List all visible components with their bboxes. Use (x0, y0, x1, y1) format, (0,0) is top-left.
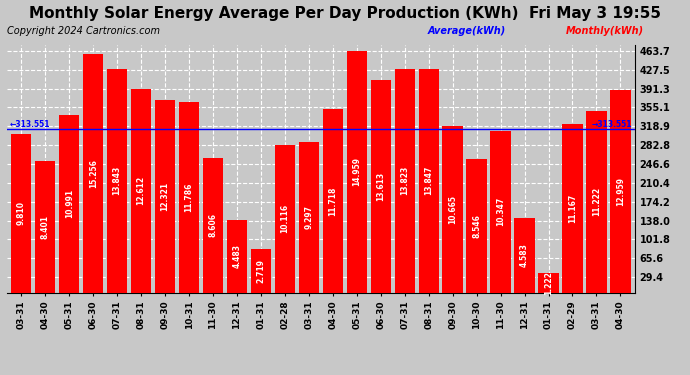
Bar (155, 100, 175, 292)
Text: ←313.551: ←313.551 (9, 120, 50, 129)
Bar (107, 69, 128, 292)
Text: 12.959: 12.959 (616, 177, 625, 206)
Bar (371, 80, 391, 292)
Bar (323, 110, 343, 292)
Bar (419, 69, 439, 292)
Text: 13.847: 13.847 (424, 166, 433, 195)
Text: Average(kWh): Average(kWh) (428, 26, 506, 36)
Bar (346, 51, 367, 292)
Text: 11.167: 11.167 (568, 194, 577, 223)
Text: 11.718: 11.718 (328, 186, 337, 216)
Text: →313.551: →313.551 (592, 120, 633, 129)
Text: Monthly(kWh): Monthly(kWh) (566, 26, 644, 36)
Text: 15.256: 15.256 (89, 159, 98, 188)
Bar (203, 158, 223, 292)
Text: 10.991: 10.991 (65, 189, 74, 218)
Text: 4.583: 4.583 (520, 243, 529, 267)
Text: 9.810: 9.810 (17, 201, 26, 225)
Bar (179, 102, 199, 292)
Text: 4.483: 4.483 (233, 244, 241, 268)
Text: 8.606: 8.606 (208, 213, 217, 237)
Bar (59, 115, 79, 292)
Text: 10.665: 10.665 (448, 195, 457, 224)
Text: 12.612: 12.612 (137, 176, 146, 205)
Text: 2.719: 2.719 (257, 258, 266, 282)
Text: 10.347: 10.347 (496, 197, 505, 226)
Text: 13.843: 13.843 (112, 166, 121, 195)
Bar (586, 111, 607, 292)
Text: 14.959: 14.959 (353, 157, 362, 186)
Text: 12.321: 12.321 (161, 182, 170, 211)
Text: 8.401: 8.401 (41, 215, 50, 239)
Bar (11, 134, 32, 292)
Bar (227, 220, 247, 292)
Bar (131, 89, 151, 292)
Text: 11.222: 11.222 (592, 187, 601, 216)
Bar (466, 159, 487, 292)
Bar (491, 131, 511, 292)
Text: 10.116: 10.116 (280, 204, 289, 233)
Bar (299, 142, 319, 292)
Text: 13.823: 13.823 (400, 166, 409, 195)
Bar (562, 124, 582, 292)
Bar (250, 249, 271, 292)
Bar (538, 273, 559, 292)
Text: Monthly Solar Energy Average Per Day Production (KWh)  Fri May 3 19:55: Monthly Solar Energy Average Per Day Pro… (29, 6, 661, 21)
Text: 9.297: 9.297 (304, 206, 313, 230)
Text: Copyright 2024 Cartronics.com: Copyright 2024 Cartronics.com (7, 26, 160, 36)
Text: 8.546: 8.546 (472, 214, 481, 238)
Bar (275, 145, 295, 292)
Bar (442, 126, 463, 292)
Bar (610, 90, 631, 292)
Text: 13.613: 13.613 (376, 171, 385, 201)
Bar (83, 54, 104, 292)
Bar (514, 219, 535, 292)
Text: 1.222: 1.222 (544, 271, 553, 295)
Bar (395, 69, 415, 292)
Bar (35, 161, 55, 292)
Text: 11.786: 11.786 (184, 183, 193, 212)
